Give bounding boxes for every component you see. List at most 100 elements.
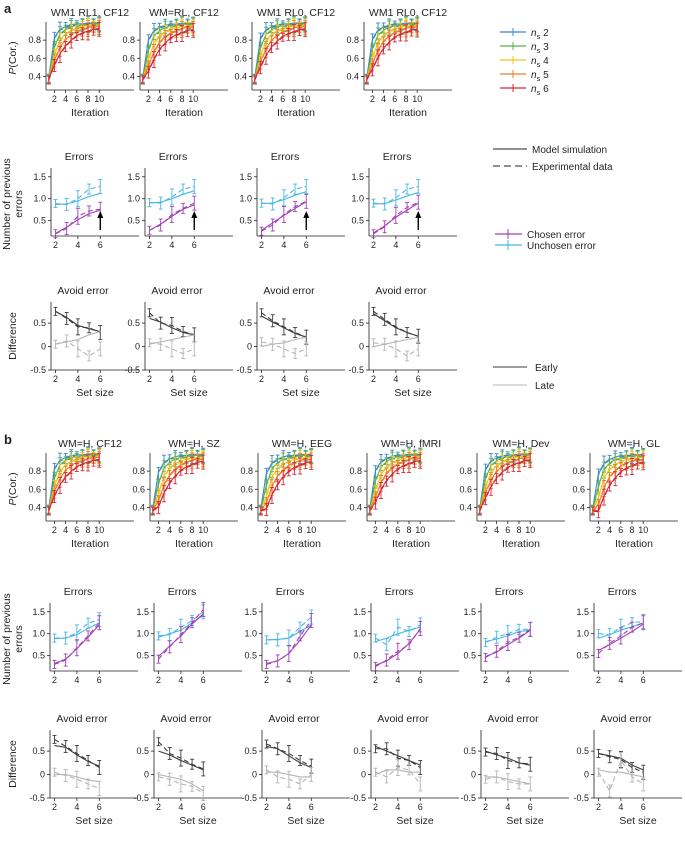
x-tick-label: 2 [52,802,57,812]
y-tick-label: 0.6 [28,53,41,63]
late-model-line [375,769,421,776]
avoid-error-panel: Avoid error -0.5 0 0.5 2 4 6 Set size [573,713,682,827]
y-tick-label: 0.8 [346,35,359,45]
panel-title: WM=RL, CF12 [149,7,219,19]
y-tick-label: 0.8 [122,35,135,45]
legend-errors: Chosen error Unchosen error [495,229,597,252]
unchosen-model-line [149,190,195,204]
early-model-line [373,313,419,337]
chosen-model-line [149,204,195,231]
learning-curve-panel: WM=H, SZ 0.4 0.6 0.8 2 4 6 8 10 Iteration [132,438,238,550]
late-data-line [373,342,419,357]
model-ns6-line [254,28,306,80]
panel-title: WM=H, SZ [168,438,220,450]
y-tick-label: -0.5 [348,365,364,375]
legend-timing: Early Late [493,363,558,392]
x-axis-label: Iteration [71,538,109,550]
x-tick-label: 6 [98,374,103,384]
x-tick-label: 6 [505,525,510,535]
x-tick-label: 4 [607,525,612,535]
y-tick-label: 1.5 [239,172,252,182]
y-tick-label: 0 [252,770,257,780]
x-tick-label: 10 [412,94,422,104]
legend-chosen-label: Chosen error [527,230,586,241]
x-axis-label: Iteration [389,107,427,119]
x-tick-label: 6 [74,525,79,535]
early-model-line [55,310,101,333]
x-tick-label: 6 [178,525,183,535]
x-tick-label: 8 [85,525,90,535]
y-tick-label: 0 [247,342,252,352]
x-tick-label: 10 [306,525,316,535]
chosen-model-line [373,202,419,234]
x-tick-label: 8 [403,94,408,104]
y-tick-label: 1.5 [33,172,46,182]
x-tick-label: 10 [94,94,104,104]
late-model-line [485,776,531,785]
y-tick-label: -0.5 [29,793,45,803]
arrow-head [97,211,104,218]
x-tick-label: 2 [156,675,161,685]
y-tick-label: 0 [135,342,140,352]
chosen-model-line [266,624,312,665]
unchosen-data-line [55,185,101,205]
y-tick-label: 0.4 [240,502,253,512]
errors-panel: Errors 0.5 1.0 1.5 2 4 6 [353,586,459,685]
panel-title: Errors [64,586,93,598]
x-tick-label: 4 [618,802,623,812]
y-tick-label: 0 [361,770,366,780]
y-tick-label: 0.5 [244,651,257,661]
avoid-error-panel: Avoid error -0.5 0 0.5 2 4 6 Set size [236,285,345,399]
y-tick-label: 1.0 [463,629,476,639]
unchosen-model-line [266,624,312,641]
y-tick-label: 1.5 [576,607,589,617]
y-tick-label: 0.6 [572,484,585,494]
x-tick-label: 2 [370,94,375,104]
x-tick-label: 2 [371,374,376,384]
errors-panel: Errors 0.5 1.0 1.5 2 4 6 [244,586,350,685]
data-ns4-line [369,456,421,512]
y-tick-label: 0.6 [346,53,359,63]
panel-title: WM1 RL1, CF12 [51,7,129,19]
x-axis-label: Set size [506,815,544,827]
x-tick-label: 8 [179,94,184,104]
model-ns6-line [592,461,644,512]
chosen-model-line [598,623,644,651]
x-tick-label: 6 [286,525,291,535]
x-tick-label: 4 [74,675,79,685]
x-axis-label: Set size [396,815,434,827]
x-tick-label: 4 [286,802,291,812]
data-ns4-line [142,25,194,81]
x-axis-label: Set size [619,815,657,827]
model-ns6-line [366,28,418,80]
x-axis-label: Set size [282,387,320,399]
learning-curve-panel: WM1 RL1, CF12 0.4 0.6 0.8 2 4 6 8 10 Iteration P(C… [7,7,134,119]
x-tick-label: 2 [373,675,378,685]
y-tick-label: -0.5 [124,365,140,375]
panel-title: WM=H, CF12 [58,438,122,450]
x-tick-label: 4 [167,525,172,535]
data-ns6-line [260,461,312,512]
errors-panel: Errors 0.5 1.0 1.5 2 4 6 [351,151,457,250]
y-tick-label: 0.5 [33,318,46,328]
data-ns6-line [592,462,644,513]
panel-title: WM1 RL0, CF12 [257,7,335,19]
panel-title: Errors [159,151,188,163]
data-ns5-line [366,27,418,81]
y-tick-label: 0 [359,342,364,352]
y-tick-label: 0 [144,770,149,780]
y-tick-label: 1.0 [351,194,364,204]
avoid-error-panel: Avoid error -0.5 0 0.5 2 4 6 Set size Difference [7,285,139,399]
model-ns6-line [48,27,100,80]
x-tick-label: 6 [168,94,173,104]
late-model-line [54,774,100,783]
chosen-model-line [158,613,204,657]
model-ns4-line [260,456,312,511]
x-axis-label: Set size [287,815,325,827]
panel-title: WM=H, fMRI [381,438,441,450]
early-model-line [375,745,421,766]
x-tick-label: 4 [75,240,80,250]
y-tick-label: 0.8 [459,466,472,476]
x-tick-label: 2 [52,675,57,685]
